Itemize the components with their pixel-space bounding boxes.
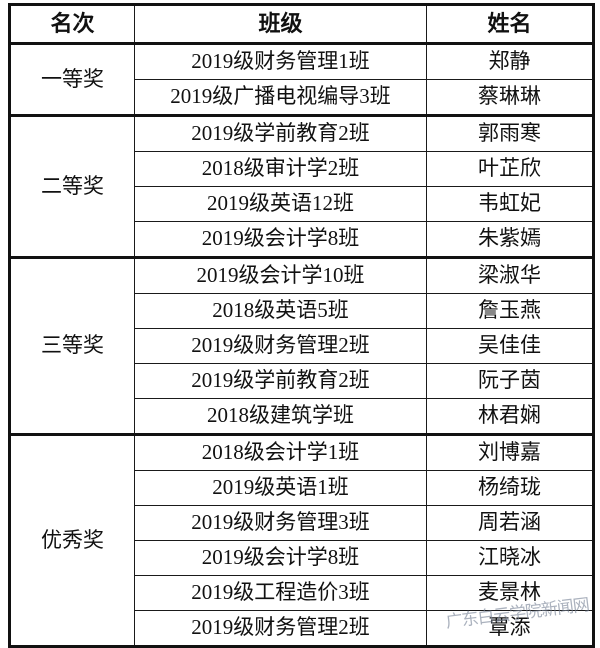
- award-rank-cell: 三等奖: [9, 256, 135, 435]
- column-header-name: 姓名: [426, 4, 594, 44]
- student-class-cell: 2018级英语5班: [134, 293, 427, 329]
- student-name-cell: 蔡琳琳: [426, 79, 594, 116]
- student-name-cell: 杨绮珑: [426, 470, 594, 506]
- table-row: 2019级会计学8班 朱紫嫣: [10, 221, 594, 258]
- table-row: 2019级财务管理2班 吴佳佳: [10, 328, 594, 364]
- table-row: 一等奖 2019级财务管理1班 郑静: [9, 42, 594, 116]
- student-class-cell: 2018级建筑学班: [134, 398, 427, 435]
- table-row: 2019级学前教育2班 阮子茵: [10, 363, 594, 399]
- student-class-cell: 2019级英语12班: [134, 186, 427, 222]
- award-list-container: 名次 班级 姓名 一等奖 2019级财务管理1班 郑静 2019级广播电视编导3班 蔡琳…: [8, 3, 595, 648]
- student-name-cell: 林君娴: [426, 398, 594, 435]
- student-class-cell: 2018级会计学1班: [134, 433, 427, 471]
- student-name-cell: 刘博嘉: [426, 433, 594, 471]
- table-body: 一等奖 2019级财务管理1班 郑静 2019级广播电视编导3班 蔡琳琳 二等奖 2019级…: [9, 42, 594, 647]
- student-class-cell: 2018级审计学2班: [134, 151, 427, 187]
- table-row: 2019级英语12班 韦虹妃: [10, 186, 594, 222]
- student-class-cell: 2019级会计学8班: [134, 540, 427, 576]
- student-name-cell: 郑静: [426, 42, 594, 80]
- award-rank-cell: 一等奖: [9, 42, 135, 116]
- student-name-cell: 麦景林: [426, 575, 594, 611]
- student-name-cell: 梁淑华: [426, 256, 594, 294]
- student-class-cell: 2019级会计学10班: [134, 256, 427, 294]
- student-class-cell: 2019级财务管理3班: [134, 505, 427, 541]
- award-list-table: 名次 班级 姓名 一等奖 2019级财务管理1班 郑静 2019级广播电视编导3班 蔡琳…: [8, 3, 595, 648]
- student-class-cell: 2019级广播电视编导3班: [134, 79, 427, 116]
- table-header: 名次 班级 姓名: [9, 4, 594, 44]
- header-row: 名次 班级 姓名: [9, 4, 594, 44]
- award-rank-cell: 优秀奖: [9, 433, 135, 647]
- award-rank-cell: 二等奖: [9, 114, 135, 258]
- student-name-cell: 吴佳佳: [426, 328, 594, 364]
- table-row: 二等奖 2019级学前教育2班 郭雨寒: [9, 114, 594, 258]
- table-row: 2019级工程造价3班 麦景林: [10, 575, 594, 611]
- table-row: 2019级会计学8班 江晓冰: [10, 540, 594, 576]
- student-name-cell: 叶芷欣: [426, 151, 594, 187]
- column-header-rank: 名次: [9, 4, 135, 44]
- student-class-cell: 2019级财务管理2班: [134, 328, 427, 364]
- student-name-cell: 朱紫嫣: [426, 221, 594, 258]
- table-row: 2018级审计学2班 叶芷欣: [10, 151, 594, 187]
- student-name-cell: 郭雨寒: [426, 114, 594, 152]
- student-name-cell: 阮子茵: [426, 363, 594, 399]
- table-row: 2018级英语5班 詹玉燕: [10, 293, 594, 329]
- table-row: 2018级建筑学班 林君娴: [10, 398, 594, 435]
- student-class-cell: 2019级财务管理1班: [134, 42, 427, 80]
- student-class-cell: 2019级学前教育2班: [134, 363, 427, 399]
- student-name-cell: 周若涵: [426, 505, 594, 541]
- student-class-cell: 2019级学前教育2班: [134, 114, 427, 152]
- table-row: 2019级广播电视编导3班 蔡琳琳: [10, 79, 594, 116]
- student-class-cell: 2019级工程造价3班: [134, 575, 427, 611]
- table-row: 2019级英语1班 杨绮珑: [10, 470, 594, 506]
- table-row: 三等奖 2019级会计学10班 梁淑华: [9, 256, 594, 435]
- student-class-cell: 2019级会计学8班: [134, 221, 427, 258]
- student-class-cell: 2019级英语1班: [134, 470, 427, 506]
- student-name-cell: 韦虹妃: [426, 186, 594, 222]
- student-name-cell: 江晓冰: [426, 540, 594, 576]
- table-row: 优秀奖 2018级会计学1班 刘博嘉: [9, 433, 594, 647]
- column-header-class: 班级: [134, 4, 427, 44]
- student-name-cell: 詹玉燕: [426, 293, 594, 329]
- table-row: 2019级财务管理3班 周若涵: [10, 505, 594, 541]
